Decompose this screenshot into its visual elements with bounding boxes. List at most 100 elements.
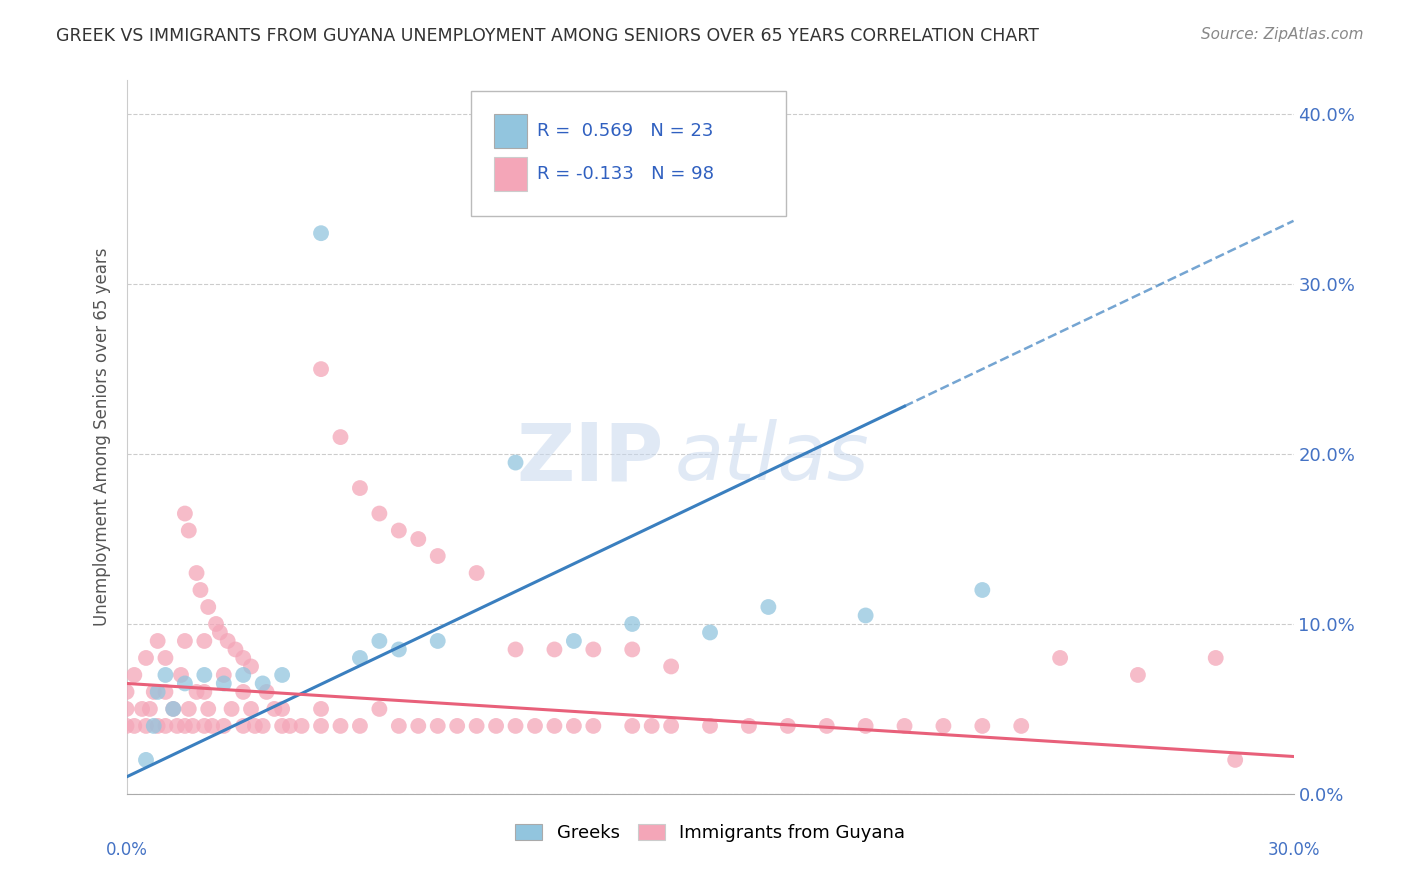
Point (641, 719, 664, 733)
Point (240, 659, 263, 673)
Point (699, 719, 721, 733)
Point (212, 676, 235, 690)
Text: GREEK VS IMMIGRANTS FROM GUYANA UNEMPLOYMENT AMONG SENIORS OVER 65 YEARS CORRELA: GREEK VS IMMIGRANTS FROM GUYANA UNEMPLOY… (56, 27, 1039, 45)
Point (426, 719, 449, 733)
Point (271, 668, 294, 682)
Point (1049, 651, 1071, 665)
Point (135, 719, 157, 733)
Point (146, 685, 169, 699)
Point (166, 719, 188, 733)
Point (190, 582, 212, 597)
Point (146, 634, 169, 648)
Point (115, 685, 138, 699)
Point (408, 719, 430, 733)
Point (756, 599, 779, 614)
Text: atlas: atlas (675, 419, 870, 498)
Text: R = -0.133   N = 98: R = -0.133 N = 98 (537, 165, 714, 183)
Point (155, 668, 177, 682)
Point (349, 481, 371, 495)
Point (177, 702, 200, 716)
Point (408, 532, 430, 546)
Point (505, 456, 527, 470)
Point (368, 702, 391, 716)
Point (543, 719, 565, 733)
Point (349, 651, 371, 665)
Point (232, 685, 254, 699)
Point (388, 642, 411, 657)
Point (972, 719, 994, 733)
Point (197, 702, 219, 716)
Point (738, 719, 761, 733)
Point (388, 719, 411, 733)
Point (177, 524, 200, 538)
Point (174, 676, 197, 690)
Point (193, 685, 215, 699)
Point (193, 668, 215, 682)
Point (309, 702, 332, 716)
Point (659, 659, 682, 673)
Point (1010, 719, 1032, 733)
Point (186, 566, 208, 580)
Point (174, 634, 197, 648)
Point (271, 719, 294, 733)
Point (1205, 651, 1227, 665)
Point (197, 599, 219, 614)
Point (217, 634, 239, 648)
Point (446, 719, 468, 733)
Point (252, 719, 274, 733)
Text: 30.0%: 30.0% (1267, 841, 1320, 860)
Point (124, 668, 146, 682)
Point (562, 634, 585, 648)
Point (146, 719, 169, 733)
Text: Source: ZipAtlas.com: Source: ZipAtlas.com (1201, 27, 1364, 42)
Point (212, 668, 235, 682)
Point (329, 430, 352, 444)
Point (193, 719, 215, 733)
Point (170, 668, 193, 682)
Point (124, 719, 146, 733)
Point (1126, 668, 1149, 682)
Point (232, 651, 254, 665)
Text: R =  0.569   N = 23: R = 0.569 N = 23 (537, 122, 714, 140)
Point (232, 668, 254, 682)
Point (278, 719, 301, 733)
Point (205, 617, 228, 632)
Point (855, 719, 877, 733)
Point (855, 608, 877, 623)
Point (155, 719, 177, 733)
Point (142, 685, 165, 699)
Point (181, 719, 204, 733)
Point (263, 702, 285, 716)
Point (243, 719, 266, 733)
Point (224, 642, 246, 657)
Point (349, 719, 371, 733)
Point (368, 634, 391, 648)
Point (659, 719, 682, 733)
FancyBboxPatch shape (471, 91, 786, 216)
Point (135, 651, 157, 665)
Point (543, 642, 565, 657)
Point (115, 702, 138, 716)
Point (1223, 753, 1246, 767)
Point (186, 685, 208, 699)
FancyBboxPatch shape (494, 114, 527, 148)
Point (582, 719, 605, 733)
Point (485, 719, 508, 733)
Point (932, 719, 955, 733)
Point (155, 651, 177, 665)
Point (271, 702, 294, 716)
Point (115, 719, 138, 733)
Point (142, 719, 165, 733)
Point (232, 719, 254, 733)
Point (174, 507, 197, 521)
Point (368, 507, 391, 521)
Point (155, 685, 177, 699)
Point (582, 642, 605, 657)
Legend: Greeks, Immigrants from Guyana: Greeks, Immigrants from Guyana (508, 816, 912, 849)
Point (621, 642, 644, 657)
Point (252, 676, 274, 690)
Point (309, 226, 332, 240)
Point (212, 719, 235, 733)
Point (972, 582, 994, 597)
Point (139, 702, 162, 716)
